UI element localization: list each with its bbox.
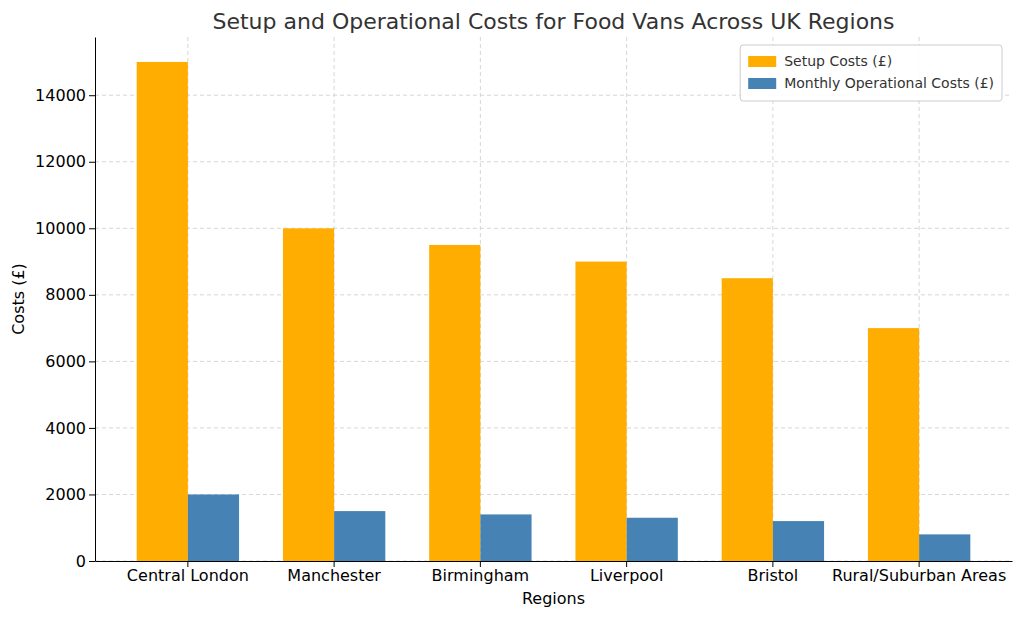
y-tick-mark bbox=[89, 494, 95, 495]
legend-item: Setup Costs (£) bbox=[748, 53, 892, 69]
bar bbox=[429, 245, 480, 561]
x-tick: Manchester bbox=[287, 561, 381, 585]
legend-label: Monthly Operational Costs (£) bbox=[784, 75, 994, 91]
legend-label: Setup Costs (£) bbox=[784, 53, 892, 69]
bar bbox=[137, 62, 188, 561]
y-tick-label: 10000 bbox=[35, 219, 86, 238]
grid bbox=[95, 37, 1012, 561]
bar bbox=[919, 534, 970, 561]
y-tick-label: 14000 bbox=[35, 86, 86, 105]
legend-swatch bbox=[748, 56, 776, 67]
y-axis: 0 2000 4000 6000 8000 10000 12000 14000 bbox=[35, 38, 95, 571]
y-tick-label: 4000 bbox=[45, 419, 86, 438]
x-tick-label: Liverpool bbox=[590, 566, 663, 585]
y-tick-mark bbox=[89, 361, 95, 362]
y-axis-title: Costs (£) bbox=[9, 263, 28, 335]
bar bbox=[575, 262, 626, 561]
bar bbox=[868, 328, 919, 561]
x-tick: Birmingham bbox=[432, 561, 530, 585]
y-tick-label: 8000 bbox=[45, 285, 86, 304]
y-tick-mark bbox=[89, 295, 95, 296]
bar bbox=[722, 278, 773, 561]
bar bbox=[188, 494, 239, 561]
y-tick-mark bbox=[89, 228, 95, 229]
legend: Setup Costs (£) Monthly Operational Costs… bbox=[740, 45, 1002, 101]
y-tick: 2000 bbox=[45, 485, 95, 504]
y-tick: 6000 bbox=[45, 352, 95, 371]
legend-item: Monthly Operational Costs (£) bbox=[748, 75, 994, 91]
y-tick-mark bbox=[89, 428, 95, 429]
y-tick: 4000 bbox=[45, 419, 95, 438]
x-tick: Bristol bbox=[747, 561, 798, 585]
y-tick: 10000 bbox=[35, 219, 95, 238]
x-axis-title: Regions bbox=[522, 589, 585, 608]
grid-line-y bbox=[95, 161, 1012, 162]
y-tick: 14000 bbox=[35, 86, 95, 105]
chart: 0 2000 4000 6000 8000 10000 12000 14000 Central … bbox=[0, 0, 1024, 617]
x-tick-label: Manchester bbox=[287, 566, 381, 585]
y-tick: 12000 bbox=[35, 152, 95, 171]
x-tick: Rural/Suburban Areas bbox=[832, 561, 1006, 585]
legend-swatch bbox=[748, 78, 776, 89]
title: Setup and Operational Costs for Food Van… bbox=[212, 9, 894, 34]
x-tick: Liverpool bbox=[590, 561, 663, 585]
x-axis-line bbox=[96, 561, 1013, 562]
y-tick-mark bbox=[89, 162, 95, 163]
bar bbox=[773, 521, 824, 561]
bar bbox=[480, 514, 531, 561]
y-tick: 8000 bbox=[45, 285, 95, 304]
y-tick-label: 6000 bbox=[45, 352, 86, 371]
bars bbox=[137, 62, 971, 561]
x-axis: Central London Manchester Birmingham Liverp… bbox=[96, 561, 1013, 585]
bar bbox=[283, 228, 334, 561]
bar-series bbox=[188, 494, 970, 561]
bar-series bbox=[137, 62, 919, 561]
x-tick: Central London bbox=[127, 561, 249, 585]
grid-line-y bbox=[95, 294, 1012, 295]
y-tick-label: 12000 bbox=[35, 152, 86, 171]
legend-box bbox=[740, 45, 1002, 101]
y-tick-mark bbox=[89, 561, 95, 562]
x-tick-label: Rural/Suburban Areas bbox=[832, 566, 1006, 585]
y-tick-label: 2000 bbox=[45, 485, 86, 504]
y-axis-line bbox=[95, 38, 96, 562]
y-tick: 0 bbox=[76, 552, 95, 571]
grid-line-y bbox=[95, 228, 1012, 229]
x-tick-label: Bristol bbox=[747, 566, 798, 585]
y-tick-label: 0 bbox=[76, 552, 86, 571]
bar bbox=[334, 511, 385, 561]
bar bbox=[627, 518, 678, 561]
x-tick-label: Birmingham bbox=[432, 566, 530, 585]
y-tick-mark bbox=[89, 95, 95, 96]
x-tick-label: Central London bbox=[127, 566, 249, 585]
